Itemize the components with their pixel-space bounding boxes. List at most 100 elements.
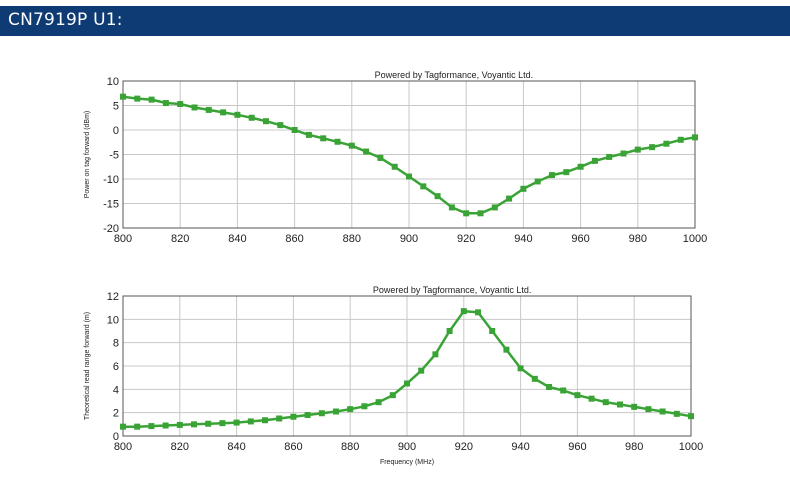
x-tick-label: 1000 [683,233,707,245]
y-tick-label: -10 [103,174,119,186]
header-bar: CN7919P U1: [0,6,790,36]
data-point [234,111,241,118]
data-point [134,95,141,102]
data-point [176,421,183,428]
data-point [290,413,297,420]
y-tick-label: 0 [113,125,119,137]
x-tick-label: 960 [568,441,586,453]
x-tick-label: 820 [171,441,189,453]
data-point [248,114,255,121]
data-point [347,406,354,413]
data-point [432,351,439,358]
data-point [463,210,470,217]
data-point [263,118,269,125]
data-point [503,346,510,353]
y-tick-label: 8 [113,338,119,350]
data-point [391,163,398,170]
y-axis-label: Power on tag forward (dBm) [84,111,91,199]
data-point [247,418,254,425]
y-tick-label: 5 [113,101,119,113]
data-point [262,417,268,424]
data-point [162,422,169,429]
y-tick-label: 10 [107,314,119,326]
x-tick-label: 900 [400,233,418,245]
x-tick-label: 980 [629,233,647,245]
data-point [477,210,484,217]
data-point [560,387,567,394]
data-point [659,408,666,415]
data-point [277,122,284,129]
x-tick-label: 920 [455,441,473,453]
data-point [517,365,524,372]
x-tick-label: 860 [285,233,303,245]
data-point [291,127,298,133]
data-point [375,399,382,406]
data-point [602,399,609,406]
data-point [220,109,227,116]
data-point [304,412,311,418]
plot-frame [122,80,696,229]
chart-credit-text: Powered by Tagformance, Voyantic Ltd. [375,70,533,80]
y-tick-label: 2 [113,408,119,420]
y-tick-label: 12 [107,291,119,303]
data-point [491,204,498,211]
x-tick-label: 940 [514,233,532,245]
x-tick-label: 840 [228,233,246,245]
x-tick-label: 880 [343,233,361,245]
data-point [634,146,641,153]
data-point [318,410,325,417]
data-point [606,153,613,160]
data-point [617,401,623,408]
data-point [506,195,513,202]
data-point [205,106,212,113]
data-point [148,96,155,103]
y-tick-label: 4 [113,384,119,396]
y-axis-label: Theoretical read range forward (m) [84,312,91,420]
data-point [677,136,684,143]
data-point [549,172,555,179]
data-point [531,375,538,382]
power-chart: 800 820 840 860 880 900 920 940 960 980 1000 10 5 0 -5… [84,70,707,245]
y-tick-label: -20 [103,223,119,235]
data-point [191,421,197,428]
x-tick-label: 860 [284,441,302,453]
data-point [148,423,155,430]
data-point [305,131,312,138]
data-point [645,406,652,413]
read-range-chart: 800 820 840 860 880 900 920 940 960 980 1000121086… [84,285,703,466]
x-tick-label: 800 [114,233,132,245]
data-point [177,101,184,108]
data-point [418,367,425,374]
data-point [649,144,656,151]
data-point [620,150,627,157]
data-point [489,328,496,334]
x-tick-label: 940 [511,441,529,453]
x-tick-label: 960 [571,233,589,245]
data-point [334,138,341,145]
chart-credit-text: Powered by Tagformance, Voyantic Ltd. [373,285,531,295]
data-point [363,148,370,155]
x-tick-label: 1000 [679,441,703,453]
data-point [420,183,427,190]
data-point [577,163,584,170]
data-point [406,173,412,180]
data-point [574,392,581,399]
data-point [520,185,527,192]
data-point [591,157,598,164]
plot-frame [122,295,692,437]
y-tick-label: 0 [113,431,119,443]
y-tick-label: 6 [113,361,119,373]
data-point [434,193,441,200]
data-point [631,403,638,410]
x-tick-label: 840 [227,441,245,453]
x-tick-label: 900 [398,441,416,453]
data-point [134,423,141,430]
y-tick-label: -5 [109,150,119,162]
x-axis-label: Frequency (MHz) [380,459,434,466]
data-point [446,328,453,334]
data-point [563,169,570,176]
data-point [276,415,283,422]
data-point [361,403,368,410]
data-point [205,420,212,427]
y-tick-label: -15 [103,199,119,211]
